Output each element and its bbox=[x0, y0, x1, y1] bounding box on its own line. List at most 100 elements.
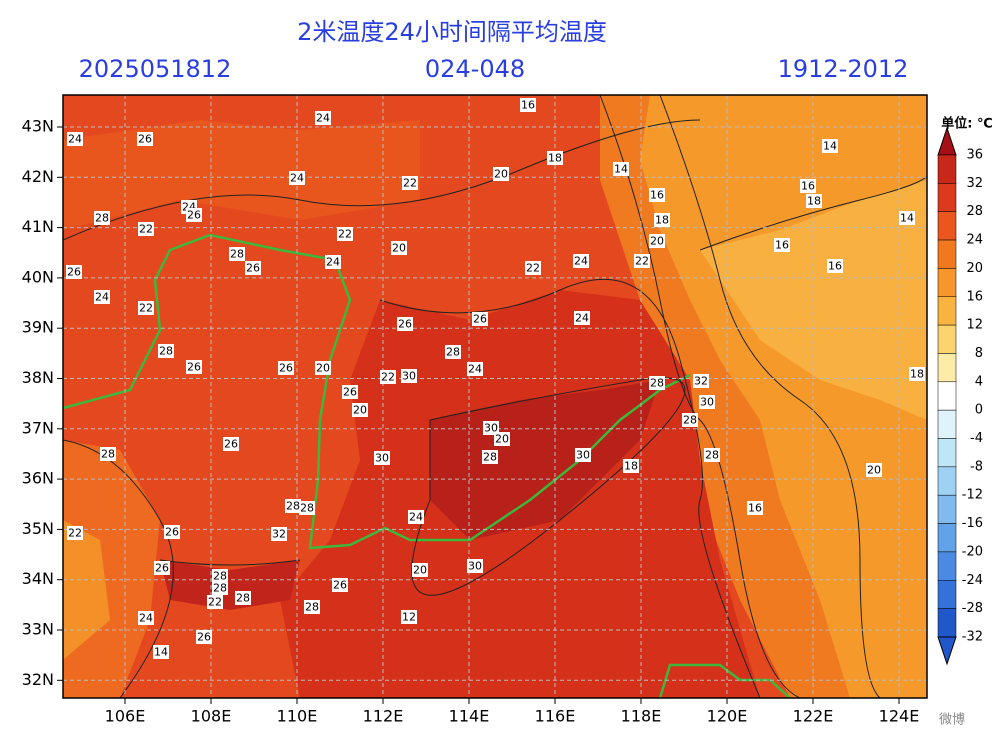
colorbar-box bbox=[937, 381, 957, 411]
contour-label-bg bbox=[212, 581, 228, 595]
lat-label: 37N bbox=[22, 418, 54, 437]
contour-label-bg bbox=[827, 259, 843, 273]
contour-label-bg bbox=[483, 421, 499, 435]
contour-label-bg bbox=[654, 213, 670, 227]
contour-label: 26 bbox=[279, 362, 293, 375]
contour-label: 28 bbox=[483, 451, 497, 464]
contour-label: 22 bbox=[68, 527, 82, 540]
lat-label: 39N bbox=[22, 318, 54, 337]
colorbar-box bbox=[937, 551, 957, 581]
contour-label: 28 bbox=[286, 500, 300, 513]
colorbar-unit: 单位: ℃ bbox=[941, 116, 992, 132]
map-frame bbox=[62, 94, 928, 699]
colorbar-box bbox=[937, 268, 957, 297]
contour-label-bg bbox=[575, 448, 591, 462]
lon-label: 120E bbox=[707, 707, 748, 726]
contour-label-bg bbox=[153, 645, 169, 659]
contour-label-bg bbox=[494, 432, 510, 446]
lon-label: 108E bbox=[191, 707, 232, 726]
lon-label: 124E bbox=[879, 707, 920, 726]
contour-label-bg bbox=[574, 311, 590, 325]
contour-label: 20 bbox=[867, 464, 881, 477]
contour-label: 26 bbox=[224, 438, 238, 451]
contour-label-bg bbox=[402, 176, 418, 190]
contour-label-bg bbox=[774, 238, 790, 252]
contour-label: 18 bbox=[655, 214, 669, 227]
contour-label-bg bbox=[332, 578, 348, 592]
contour-label-bg bbox=[100, 447, 116, 461]
contour-label: 28 bbox=[300, 502, 314, 515]
contour-label: 20 bbox=[392, 242, 406, 255]
contour-label-bg bbox=[315, 111, 331, 125]
contour-label-bg bbox=[374, 451, 390, 465]
contour-label-bg bbox=[186, 208, 202, 222]
contour-label-bg bbox=[401, 369, 417, 383]
colorbar-label: 20 bbox=[966, 261, 983, 276]
contour-label-bg bbox=[138, 611, 154, 625]
contour-label-bg bbox=[67, 132, 83, 146]
contour-label-bg bbox=[278, 361, 294, 375]
contour-label: 30 bbox=[468, 560, 482, 573]
lat-label: 40N bbox=[22, 267, 54, 286]
contour-label-bg bbox=[408, 510, 424, 524]
contour-label-bg bbox=[164, 525, 180, 539]
contour-label: 28 bbox=[650, 377, 664, 390]
contour-label: 16 bbox=[521, 99, 535, 112]
contour-label: 18 bbox=[548, 152, 562, 165]
contour-label-bg bbox=[704, 448, 720, 462]
lat-label: 36N bbox=[22, 469, 54, 488]
contour-label: 22 bbox=[403, 177, 417, 190]
contour-label-bg bbox=[747, 501, 763, 515]
contour-label: 26 bbox=[398, 318, 412, 331]
colorbar-label: 16 bbox=[966, 289, 983, 304]
contour-label-bg bbox=[649, 376, 665, 390]
contour-label-bg bbox=[380, 370, 396, 384]
colorbar-box bbox=[937, 353, 957, 383]
colorbar-label: -24 bbox=[962, 573, 983, 588]
lat-label: 35N bbox=[22, 519, 54, 538]
contour-label-bg bbox=[285, 499, 301, 513]
lat-label: 42N bbox=[22, 167, 54, 186]
contour-label-bg bbox=[66, 265, 82, 279]
lon-label: 112E bbox=[363, 707, 404, 726]
contour-label: 24 bbox=[316, 112, 330, 125]
contour-label: 14 bbox=[154, 646, 168, 659]
contour-label: 14 bbox=[823, 140, 837, 153]
lat-label: 43N bbox=[22, 117, 54, 136]
contour-label: 30 bbox=[375, 452, 389, 465]
contour-label: 24 bbox=[468, 363, 482, 376]
colorbar-box bbox=[937, 523, 957, 553]
contour-label: 14 bbox=[900, 212, 914, 225]
contour-label: 28 bbox=[683, 414, 697, 427]
valid-time: 1912-2012 bbox=[778, 55, 909, 83]
colorbar-box bbox=[937, 580, 957, 609]
contour-label-bg bbox=[866, 463, 882, 477]
contour-label-bg bbox=[229, 247, 245, 261]
contour-label: 30 bbox=[402, 370, 416, 383]
contour-label: 28 bbox=[159, 345, 173, 358]
contour-label: 28 bbox=[236, 592, 250, 605]
contour-label-bg bbox=[67, 526, 83, 540]
lon-label: 122E bbox=[793, 707, 834, 726]
contour-label-bg bbox=[806, 194, 822, 208]
contour-label: 32 bbox=[694, 375, 708, 388]
lon-label: 118E bbox=[621, 707, 662, 726]
contour-label-bg bbox=[800, 179, 816, 193]
contour-label: 16 bbox=[650, 189, 664, 202]
contour-label: 22 bbox=[208, 596, 222, 609]
colorbar-arrow bbox=[937, 636, 957, 666]
contour-label-bg bbox=[223, 437, 239, 451]
contour-label-bg bbox=[467, 559, 483, 573]
contour-label: 16 bbox=[775, 239, 789, 252]
contour-label-bg bbox=[138, 301, 154, 315]
contour-label: 24 bbox=[68, 133, 82, 146]
lat-label: 33N bbox=[22, 620, 54, 639]
colorbar-label: 12 bbox=[966, 318, 983, 333]
watermark: 微博 bbox=[939, 713, 965, 728]
contour-label: 28 bbox=[213, 570, 227, 583]
contour-label-bg bbox=[337, 227, 353, 241]
colorbar-box bbox=[937, 438, 957, 468]
colorbar-label: -4 bbox=[970, 431, 983, 446]
lon-label: 116E bbox=[535, 707, 576, 726]
